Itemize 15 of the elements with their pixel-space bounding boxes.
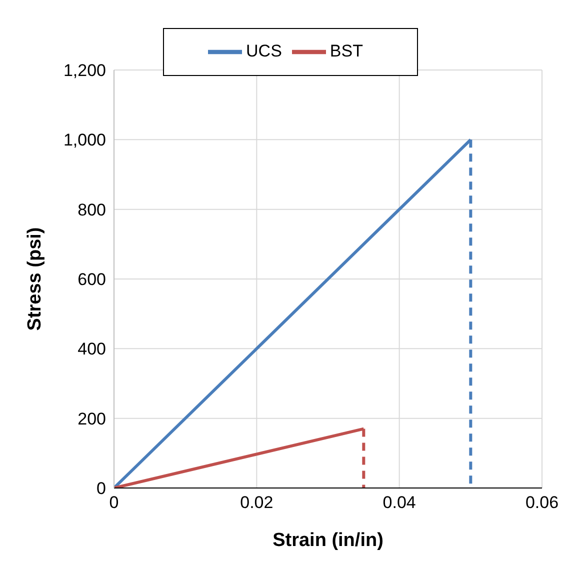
- y-tick-label: 1,000: [63, 130, 106, 150]
- legend-label: UCS: [246, 41, 282, 60]
- x-tick-label: 0.02: [240, 493, 274, 512]
- y-tick-label: 800: [78, 200, 106, 220]
- y-tick-label: 400: [78, 340, 106, 359]
- y-tick-label: 200: [78, 409, 106, 428]
- y-tick-label: 0: [96, 479, 106, 498]
- legend-label: BST: [330, 41, 363, 60]
- y-tick-label: 600: [78, 270, 106, 290]
- x-tick-label: 0.06: [525, 493, 559, 512]
- y-tick-label: 1,200: [63, 61, 106, 80]
- y-axis-title: Stress (psi): [24, 227, 46, 331]
- x-tick-label: 0: [109, 493, 119, 512]
- x-axis-title: Strain (in/in): [272, 530, 384, 551]
- x-tick-label: 0.04: [382, 493, 416, 512]
